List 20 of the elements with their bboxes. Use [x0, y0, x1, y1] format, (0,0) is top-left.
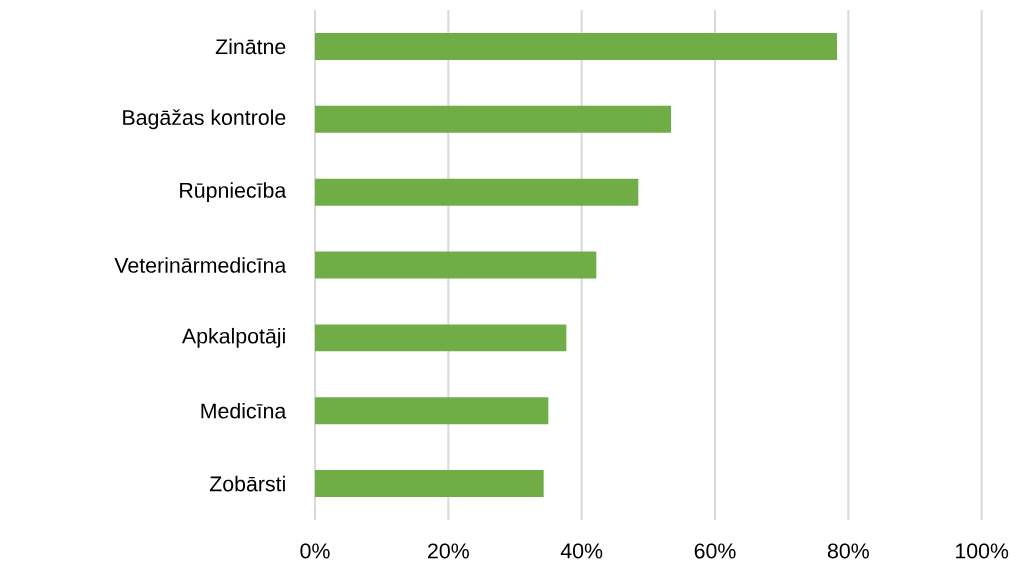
y-tick-label: Rūpniecība	[180, 182, 287, 203]
y-tick-label: Apkalpotāji	[181, 327, 285, 348]
bar	[315, 397, 549, 425]
y-tick-label: Veterinārmedicīna	[114, 257, 287, 273]
x-tick-label: 80%	[827, 543, 869, 559]
x-tick-label: 60%	[694, 543, 736, 559]
y-tick-label: Medicīna	[201, 402, 287, 419]
x-tick-label: 0%	[300, 543, 330, 559]
x-tick-label: 40%	[560, 543, 603, 559]
bar	[315, 470, 544, 498]
bar	[315, 251, 597, 279]
y-tick-label: Zobārsti	[209, 475, 285, 492]
y-tick-label: Zinātne	[215, 38, 286, 55]
y-tick-label: Bagāžas kontrole	[123, 109, 286, 130]
bar	[315, 324, 567, 352]
x-tick-label: 20%	[428, 543, 469, 559]
bar	[315, 105, 671, 133]
bar	[315, 32, 837, 60]
x-tick-label: 100%	[956, 543, 1009, 559]
bar	[315, 178, 639, 206]
